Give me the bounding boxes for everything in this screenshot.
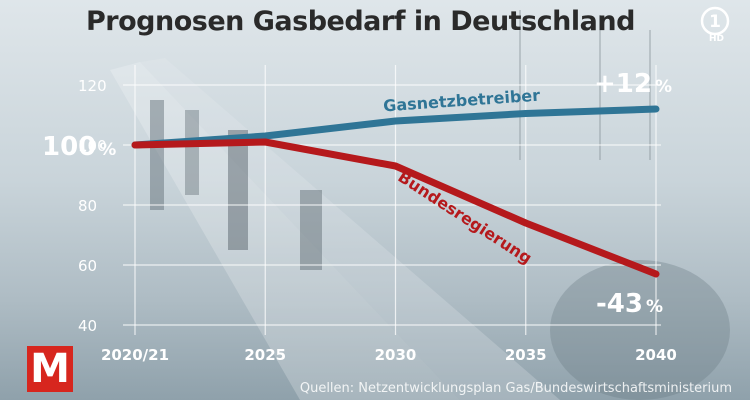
x-tick-label: 2035 [505,346,547,364]
source-note: Quellen: Netzentwicklungsplan Gas/Bundes… [299,381,732,396]
y-tick-label: 120 [78,77,107,95]
x-tick-label: 2040 [635,346,677,364]
svg-text:1: 1 [709,12,721,32]
y-tick-label: 40 [78,317,97,335]
chart-title: Prognosen Gasbedarf in Deutschland [86,6,635,37]
x-tick-label: 2030 [375,346,417,364]
x-tick-label: 2025 [244,346,286,364]
y-tick-label: 80 [78,197,97,215]
y-tick-label: 100 [78,137,107,155]
y-tick-label: 60 [78,257,97,275]
x-tick-label: 2020/21 [101,346,169,364]
broadcaster-logo-m: M [27,346,73,392]
hd-badge: HD [709,34,725,44]
annotation-end-high: +12% [594,69,672,99]
ard-logo-icon: 1 [700,6,730,36]
annotation-end-low: -43% [596,289,663,319]
